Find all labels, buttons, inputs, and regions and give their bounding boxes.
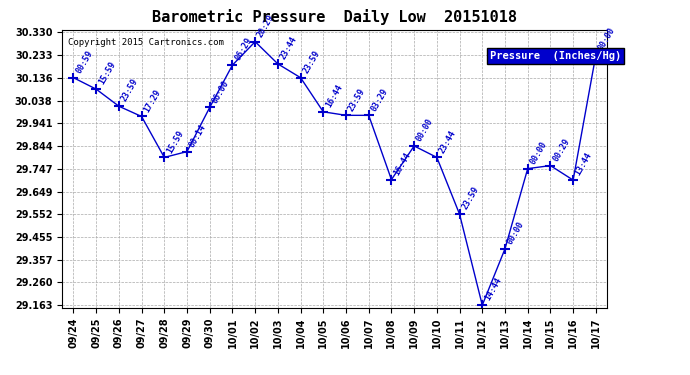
Title: Barometric Pressure  Daily Low  20151018: Barometric Pressure Daily Low 20151018 — [152, 9, 517, 25]
Text: 23:59: 23:59 — [301, 49, 322, 75]
Text: 06:00: 06:00 — [210, 78, 230, 105]
Text: 00:00: 00:00 — [415, 117, 435, 143]
Text: 06:29: 06:29 — [233, 36, 253, 62]
Text: 00:00: 00:00 — [529, 140, 549, 166]
Text: 00:59: 00:59 — [74, 49, 95, 75]
Text: 13:44: 13:44 — [573, 151, 594, 177]
Text: 16:44: 16:44 — [324, 83, 344, 109]
Text: 00:00: 00:00 — [506, 220, 526, 246]
Text: 23:44: 23:44 — [437, 129, 457, 154]
Text: 20:29: 20:29 — [256, 13, 276, 39]
Text: 00:14: 00:14 — [188, 123, 208, 149]
Text: 23:59: 23:59 — [346, 86, 367, 112]
Text: 14:44: 14:44 — [483, 276, 503, 302]
Text: 00:00: 00:00 — [596, 26, 617, 52]
Text: Copyright 2015 Cartronics.com: Copyright 2015 Cartronics.com — [68, 38, 224, 47]
Text: 15:59: 15:59 — [165, 129, 185, 154]
Text: 15:59: 15:59 — [97, 60, 117, 86]
Text: 03:29: 03:29 — [369, 86, 390, 112]
Text: 23:59: 23:59 — [119, 77, 139, 104]
Text: 00:29: 00:29 — [551, 136, 571, 163]
Text: 17:29: 17:29 — [142, 88, 162, 114]
Text: Pressure  (Inches/Hg): Pressure (Inches/Hg) — [490, 51, 621, 61]
Text: 23:59: 23:59 — [460, 185, 480, 211]
Text: 23:44: 23:44 — [278, 35, 299, 61]
Text: 16:44: 16:44 — [392, 151, 412, 177]
